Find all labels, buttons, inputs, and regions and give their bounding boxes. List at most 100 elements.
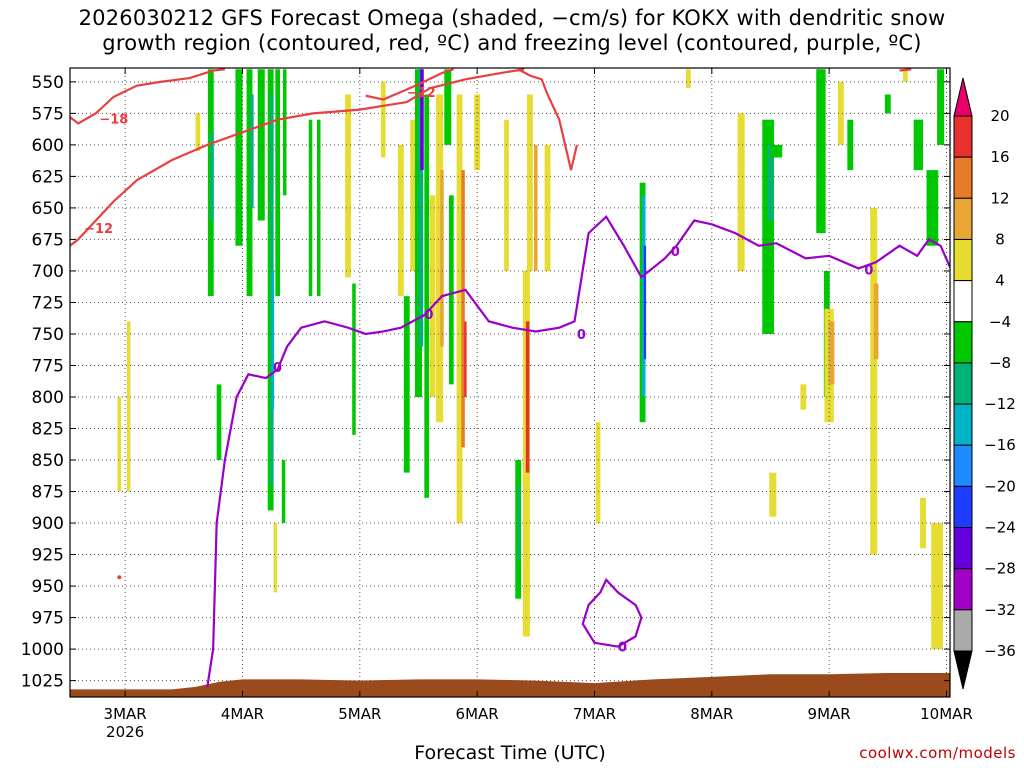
x-tick-sublabel: 2026 [106, 723, 144, 741]
x-tick-label: 5MAR [338, 705, 381, 723]
omega-cell [271, 270, 275, 410]
omega-cell [424, 94, 430, 498]
contour-label-zero-1: 0 [273, 361, 282, 376]
colorbar-segment [953, 609, 973, 652]
colorbar-label: −20 [984, 477, 1016, 495]
omega-cell [926, 170, 939, 246]
omega-cell [873, 283, 879, 360]
omega-cell [456, 94, 463, 524]
omega-cell [920, 497, 926, 549]
omega-cell [246, 69, 253, 297]
x-tick-label: 6MAR [456, 705, 499, 723]
omega-cell [448, 195, 454, 385]
contour-label-minus12: −12 [84, 222, 113, 237]
colorbar-label: −36 [984, 642, 1016, 660]
x-tick-label: 9MAR [808, 705, 851, 723]
omega-cell [210, 132, 214, 221]
omega-cell [544, 144, 551, 271]
y-tick-label: 800 [32, 388, 64, 408]
contour-label-zero-5: 0 [864, 264, 873, 279]
omega-cell [464, 321, 467, 397]
dendritic-contour-lower [70, 68, 525, 247]
colorbar-segment [953, 485, 973, 529]
freezing-level-contour [206, 215, 950, 688]
omega-cell [257, 69, 265, 221]
dendritic-contour-tail [899, 68, 912, 72]
y-tick-label: 675 [32, 230, 64, 250]
colorbar-top-arrow [953, 77, 973, 117]
colorbar-label: −12 [984, 395, 1016, 413]
omega-cell [429, 195, 436, 397]
colorbar-label: 20 [990, 107, 1009, 125]
omega-cell [767, 144, 774, 221]
chart-title: 2026030212 GFS Forecast Omega (shaded, −… [78, 6, 946, 55]
omega-cell [440, 170, 444, 347]
omega-cell [800, 384, 807, 410]
omega-cell [273, 523, 278, 593]
omega-cell [770, 144, 783, 158]
omega-cell [345, 94, 352, 278]
dendritic-contour-upper2 [365, 68, 455, 101]
omega-cell [420, 69, 424, 171]
omega-cell [216, 384, 222, 461]
contour-label-zero-4: 0 [671, 245, 680, 260]
colorbar-segment [953, 444, 973, 487]
omega-cell [762, 119, 774, 334]
omega-cell [282, 69, 287, 196]
omega-cell [418, 69, 424, 347]
y-tick-label: 750 [32, 325, 64, 345]
colorbar-label: −32 [984, 601, 1016, 619]
colorbar-label: 16 [990, 148, 1009, 166]
omega-cell [380, 81, 386, 158]
y-tick-label: 700 [32, 262, 64, 282]
colorbar-segment [953, 527, 973, 570]
omega-cell [461, 170, 465, 448]
contour-label-zero-2: 0 [424, 308, 433, 323]
y-tick-label: 1025 [21, 672, 64, 692]
omega-cell [828, 321, 835, 385]
omega-cell [527, 94, 533, 271]
omega-cell [410, 119, 415, 271]
omega-cell [195, 113, 201, 152]
y-tick-label: 650 [32, 199, 64, 219]
omega-cell [275, 69, 281, 297]
omega-cell [837, 81, 844, 145]
omega-cell [534, 144, 538, 271]
x-tick-label: 7MAR [573, 705, 616, 723]
x-tick-label: 3MAR [104, 705, 147, 723]
colorbar-label: −4 [989, 313, 1011, 331]
dendritic-contour-upper [70, 68, 225, 125]
omega-cell [931, 523, 943, 650]
colorbar-segment [953, 280, 973, 323]
omega-cell [235, 69, 243, 246]
colorbar-segment [953, 362, 973, 405]
omega-cell [937, 69, 945, 145]
contour-label-zero-3: 0 [577, 328, 586, 343]
y-tick-label: 775 [32, 356, 64, 376]
omega-cell [870, 207, 878, 555]
contour-label-minus12-upper: −12 [407, 86, 436, 101]
omega-cell [884, 94, 891, 114]
contour-label-minus18: −18 [99, 112, 128, 127]
y-tick-label: 950 [32, 577, 64, 597]
credit-text: coolwx.com/models [859, 744, 1016, 762]
omega-cell [518, 485, 521, 561]
x-axis-label-text: Forecast Time (UTC) [414, 742, 606, 764]
y-tick-label: 975 [32, 609, 64, 629]
omega-cell [595, 422, 601, 524]
y-tick-label: 925 [32, 546, 64, 566]
omega-cell [816, 69, 826, 234]
colorbar-segment [953, 321, 973, 364]
y-tick-label: 600 [32, 136, 64, 156]
omega-cell [397, 144, 404, 297]
colorbar-label: 12 [990, 189, 1009, 207]
colorbar-label: 4 [995, 272, 1005, 290]
omega-cell [414, 69, 422, 397]
omega-cell [126, 321, 131, 492]
omega-cell [686, 69, 691, 89]
omega-cell [250, 94, 254, 208]
x-tick-label: 8MAR [690, 705, 733, 723]
y-tick-label: 550 [32, 73, 64, 93]
colorbar-bottom-arrow [953, 650, 973, 690]
colorbar-segment [953, 197, 973, 240]
